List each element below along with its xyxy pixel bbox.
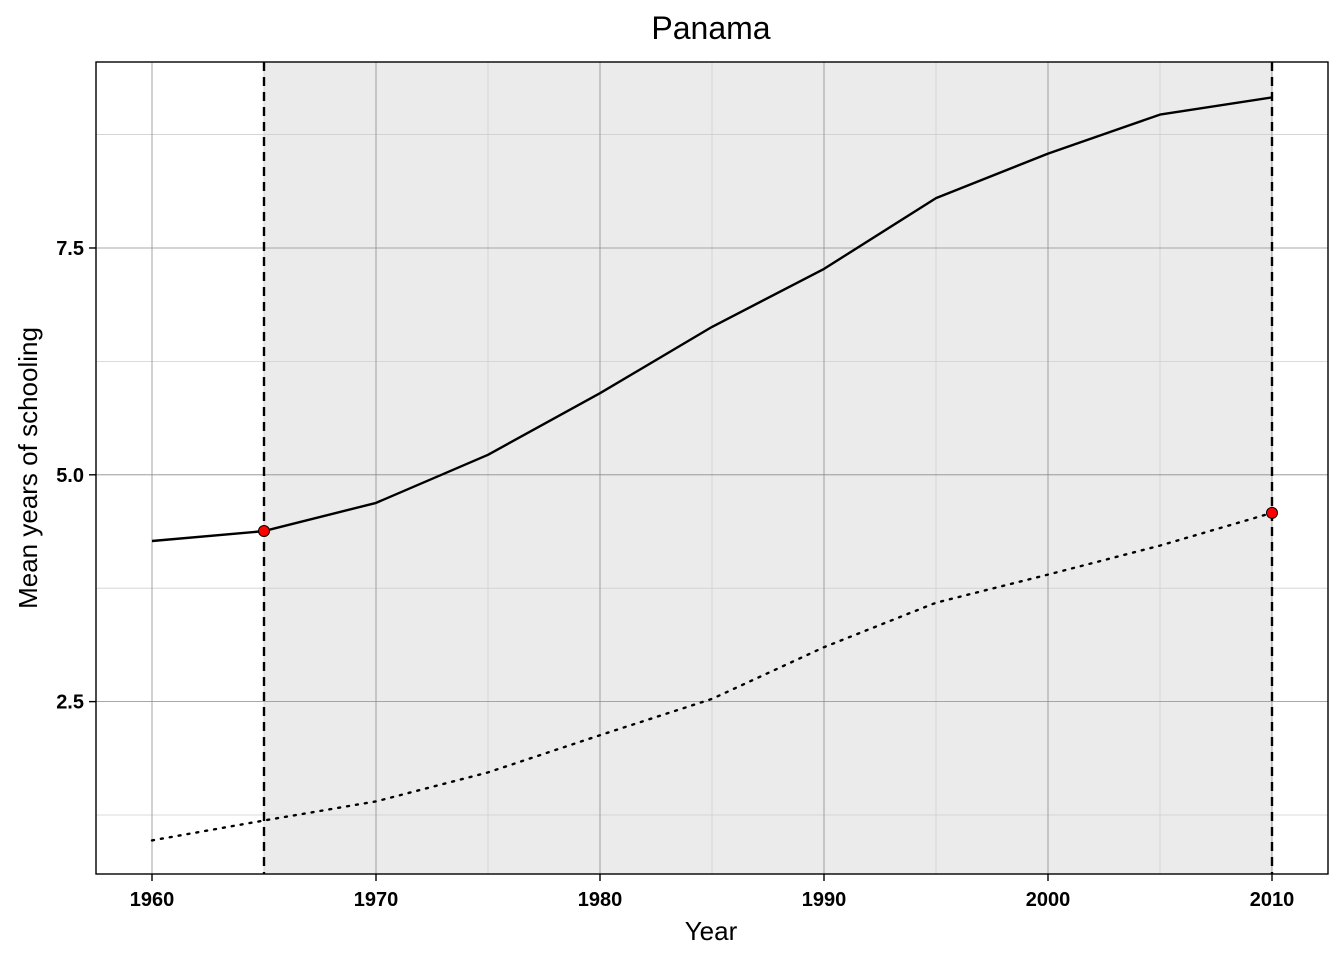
plot-panel: 1960 1970 1980 1990 2000 2010 2.5 5.0 7.5 xyxy=(56,61,1329,911)
y-tick-label: 2.5 xyxy=(56,692,84,714)
y-axis-title: Mean years of schooling xyxy=(13,327,43,609)
x-tick-label: 1990 xyxy=(802,889,847,911)
x-tick-label: 2010 xyxy=(1250,889,1295,911)
x-axis-title: Year xyxy=(685,916,738,946)
chart-title: Panama xyxy=(651,10,770,46)
highlight-point-2 xyxy=(1266,506,1278,519)
x-tick-label: 2000 xyxy=(1026,889,1071,911)
x-tick-label: 1960 xyxy=(130,889,175,911)
y-tick-label: 7.5 xyxy=(56,238,84,260)
x-tick-label: 1980 xyxy=(578,889,623,911)
panel-border xyxy=(95,61,1329,875)
shaded-region xyxy=(264,62,1272,874)
x-tick-label: 1970 xyxy=(354,889,399,911)
series-line-1 xyxy=(151,96,1273,543)
y-tick-label: 5.0 xyxy=(56,465,84,487)
highlight-point-1 xyxy=(258,525,270,538)
series-line-2 xyxy=(150,511,1274,842)
